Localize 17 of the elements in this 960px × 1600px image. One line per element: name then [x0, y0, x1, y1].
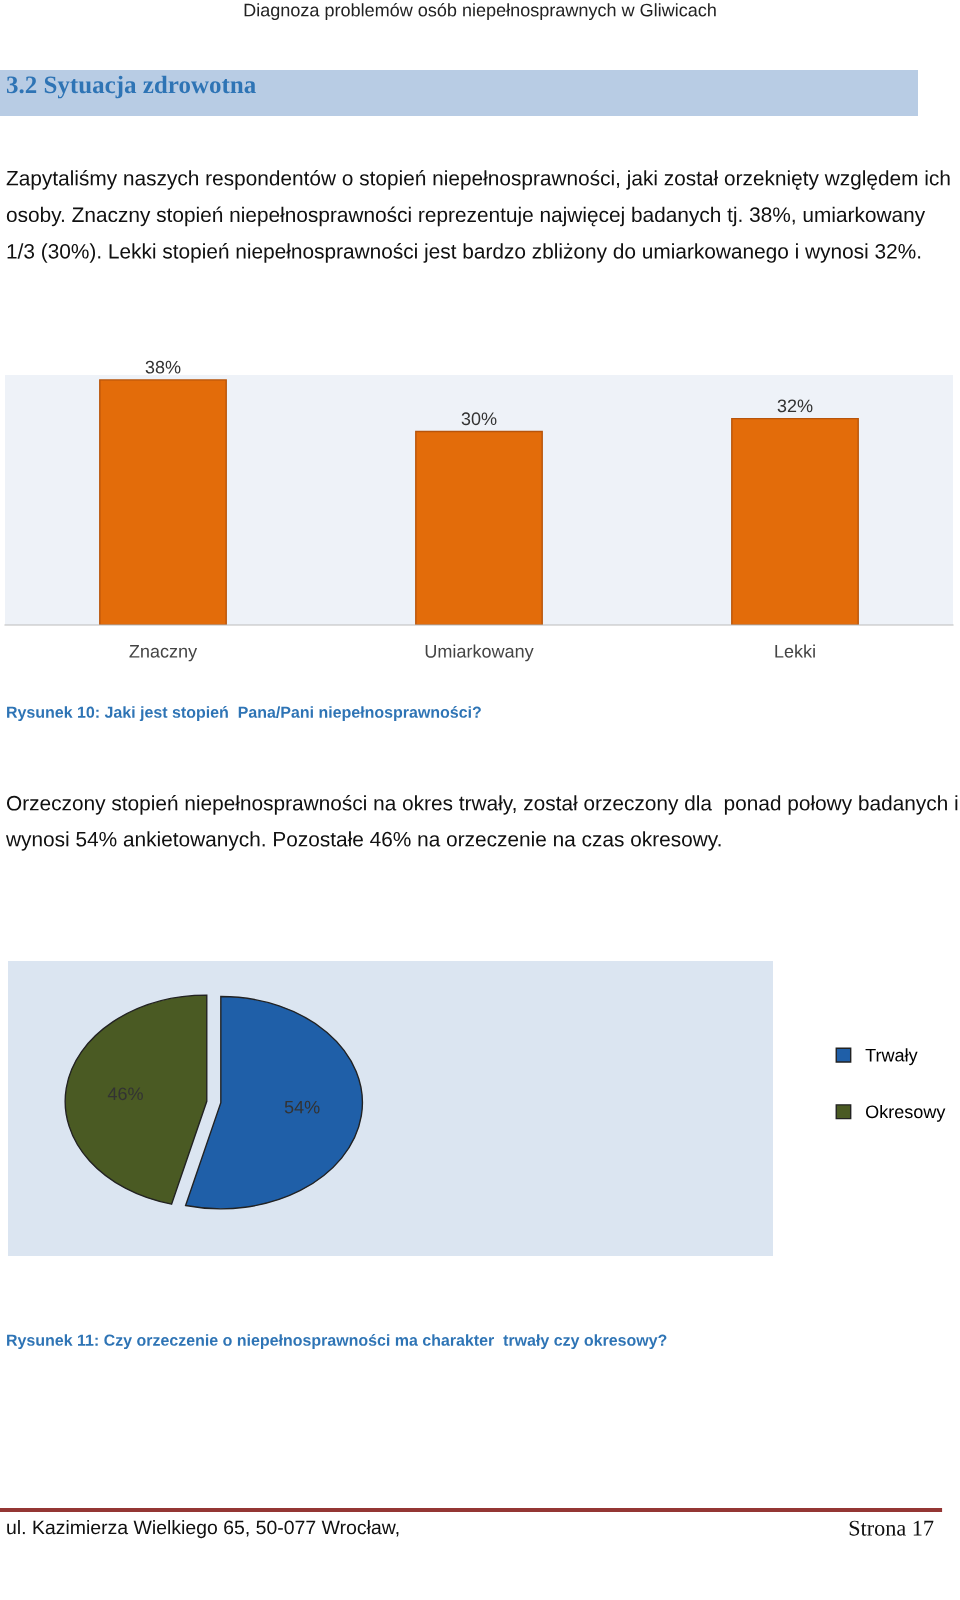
x-tick-label: Umiarkowany [425, 644, 534, 662]
data-label: 32% [777, 399, 813, 413]
legend-label: Okresowy [865, 1104, 946, 1122]
data-label: 38% [145, 360, 181, 374]
text: Diagnoza problemów osób niepełnosprawnych w Gliwicach [244, 3, 716, 21]
text: Rysunek 10: Jaki jest stopień Pana/Pani niepełnosprawności? [7, 706, 481, 722]
data-label: 54% [284, 1100, 320, 1114]
x-tick-label: Znaczny [129, 645, 198, 662]
text: Rysunek 11: Czy orzeczenie o niepełnosprawności ma charakter trwały czy okresowy? [7, 1334, 667, 1350]
text: Orzeczony stopień niepełnosprawności na okres trwały, został orzeczony dla ponad połowy badanych i wynosi 54% ankietowanych. Pozostałe 46% na orzeczenie na czas okresowy. [5, 795, 958, 851]
text: Zapytaliśmy naszych respondentów o stopień niepełnosprawności, jaki został orzeknięty względem ich osoby. Znaczny stopień niepełnosprawności reprezentuje najwięcej badanych tj. 38%, umiarkowany 1/3 (30%). Lekki stopień niepełnosprawności jest bardzo zbliżony do umiarkowanego i wynosi 32%. [6, 170, 950, 263]
text: Strona 17 [849, 1520, 934, 1536]
chart-title: 3.2 Sytuacja zdrowotna [6, 75, 256, 99]
x-tick-label: Lekki [775, 644, 815, 658]
data-label: 30% [461, 412, 497, 426]
legend-label: Trwały [865, 1048, 918, 1066]
text: ul. Kazimierza Wielkiego 65, 50-077 Wrocław, [7, 1520, 399, 1539]
